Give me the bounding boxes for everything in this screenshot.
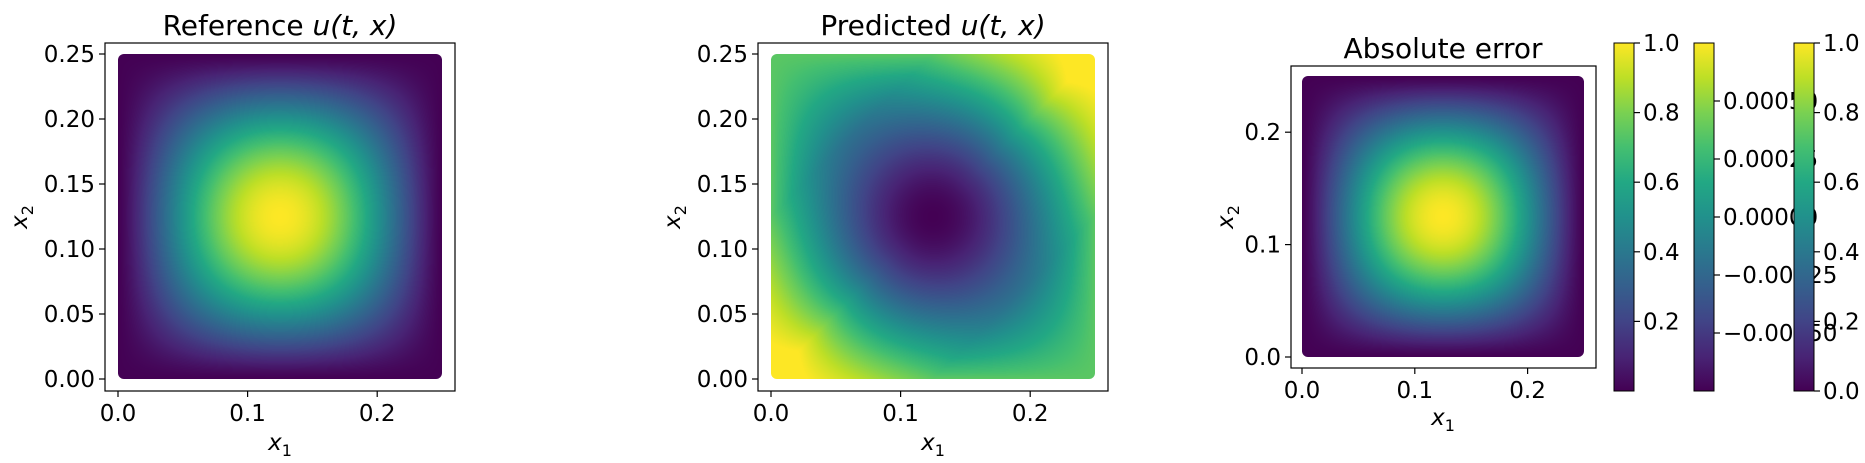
colorbar-2-gradient [1693, 42, 1715, 392]
colorbar-tick-label: 1.0 [1643, 31, 1680, 57]
colorbar-tick-label: 0.8 [1643, 101, 1680, 127]
colorbar-1: 0.2 0.4 0.6 0.8 1.0 [1613, 31, 1680, 392]
x-tick-label: 0.2 [359, 401, 396, 427]
ylabel-absolute-error: x2 [1213, 205, 1243, 230]
colorbar-tick-label: 1.0 [1823, 31, 1860, 57]
colorbar-tick-label: 0.6 [1643, 170, 1680, 196]
colorbar-tick-label: −0.00025 [1723, 263, 1837, 289]
y-tick-label: 0.25 [697, 42, 748, 68]
y-tick-label: 0.20 [697, 107, 748, 133]
title-reference: Reference u(t, x) [163, 9, 398, 42]
y-tick-label: 0.15 [44, 172, 95, 198]
x-tick-label: 0.0 [753, 401, 790, 427]
x-tick-label: 0.1 [1397, 378, 1434, 404]
y-tick-label: 0.00 [697, 367, 748, 393]
y-tick-label: 0.05 [44, 302, 95, 328]
y-tick-label: 0.0 [1244, 345, 1281, 371]
y-tick-label: 0.10 [697, 237, 748, 263]
panel-reference: 0.0 0.1 0.2 0.00 0.05 0.10 0.15 0.20 0.25 Refere… [7, 9, 456, 460]
panel-absolute-error: 0.0 0.1 0.2 0.0 0.1 0.2 Absolute error x1 x2 [1213, 32, 1597, 435]
axes-frame-predicted [757, 42, 1109, 392]
axes-frame-reference [104, 42, 456, 392]
y-tick-label: 0.1 [1244, 233, 1281, 259]
x-tick-label: 0.1 [229, 401, 266, 427]
heatmap-predicted [771, 54, 1095, 379]
colorbar-tick-label: 0.8 [1823, 101, 1860, 127]
title-predicted: Predicted u(t, x) [820, 9, 1045, 42]
x-tick-label: 0.2 [1509, 378, 1546, 404]
heatmap-absolute-error [1302, 76, 1584, 357]
x-tick-label: 0.2 [1012, 401, 1049, 427]
panel-predicted: 0.0 0.1 0.2 0.00 0.05 0.10 0.15 0.20 0.25 Predic… [660, 9, 1109, 460]
colorbar-tick-label: −0.00050 [1723, 321, 1837, 347]
ylabel-predicted: x2 [660, 205, 690, 230]
colorbar-1-gradient [1613, 42, 1635, 392]
x-tick-label: 0.0 [100, 401, 137, 427]
ylabel-reference: x2 [7, 205, 37, 230]
axes-frame-absolute-error [1290, 65, 1597, 369]
colorbar-tick-label: 0.6 [1823, 170, 1860, 196]
y-tick-label: 0.25 [44, 42, 95, 68]
ticks-absolute-error: 0.0 0.1 0.2 0.0 0.1 0.2 [1244, 120, 1545, 404]
colorbar-tick-label: 0.2 [1823, 309, 1860, 335]
xlabel-reference: x1 [267, 430, 292, 460]
heatmap-reference [118, 54, 442, 379]
y-tick-label: 0.05 [697, 302, 748, 328]
y-tick-label: 0.10 [44, 237, 95, 263]
colorbar-tick-label: 0.2 [1643, 309, 1680, 335]
title-absolute-error: Absolute error [1343, 32, 1543, 65]
x-tick-label: 0.1 [882, 401, 919, 427]
x-tick-label: 0.0 [1284, 378, 1321, 404]
ticks-predicted: 0.0 0.1 0.2 0.00 0.05 0.10 0.15 0.20 0.25 [697, 42, 1049, 427]
xlabel-predicted: x1 [920, 430, 945, 460]
y-tick-label: 0.00 [44, 367, 95, 393]
colorbar-tick-label: 0.4 [1823, 240, 1860, 266]
xlabel-absolute-error: x1 [1430, 405, 1455, 435]
y-tick-label: 0.20 [44, 107, 95, 133]
colorbar-tick-label: 0.4 [1643, 240, 1680, 266]
colorbar-3-gradient [1793, 42, 1815, 392]
colorbar-3: 0.0 0.2 0.4 0.6 0.8 1.0 [1793, 31, 1860, 405]
y-tick-label: 0.2 [1244, 120, 1281, 146]
ticks-reference: 0.0 0.1 0.2 0.00 0.05 0.10 0.15 0.20 0.25 [44, 42, 396, 427]
y-tick-label: 0.15 [697, 172, 748, 198]
colorbar-tick-label: 0.0 [1823, 379, 1860, 405]
